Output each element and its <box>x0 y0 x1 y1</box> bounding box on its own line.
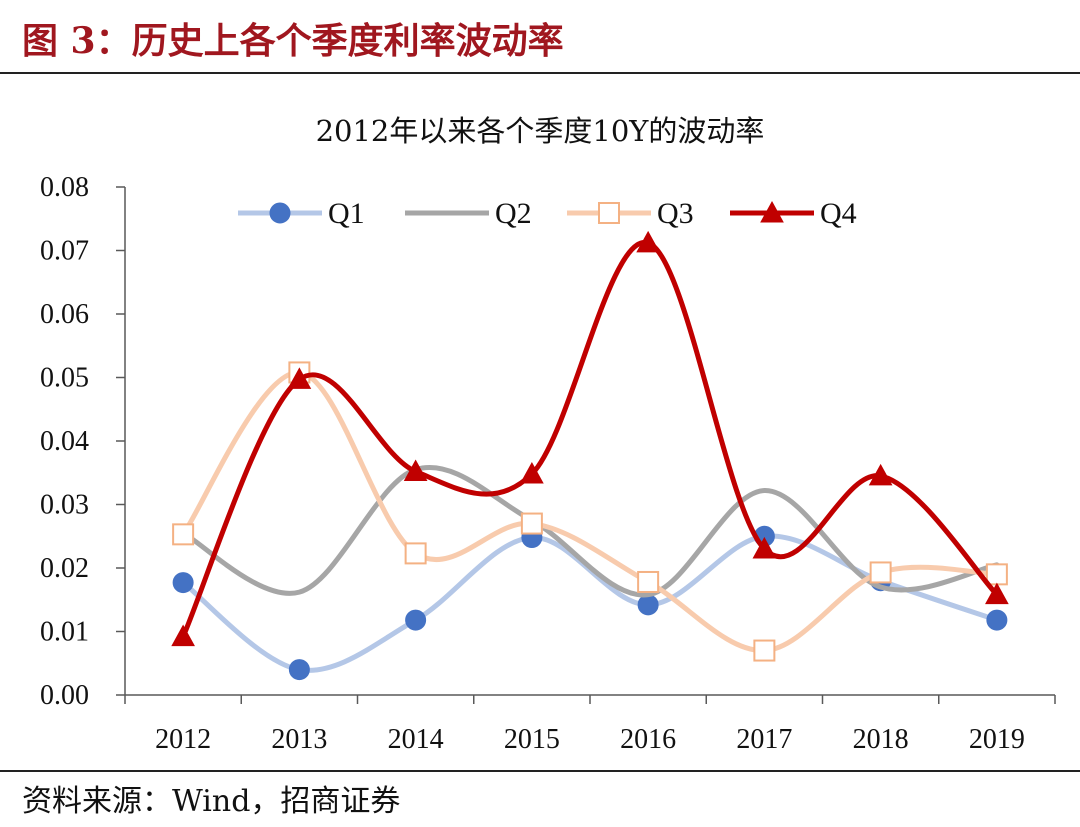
data-point-q3 <box>637 570 660 593</box>
x-tick-label: 2015 <box>504 724 560 755</box>
data-point-q4 <box>636 230 660 253</box>
series-line-q3 <box>180 369 1000 654</box>
legend-swatch-marker <box>760 200 784 223</box>
y-tick-label: 0.06 <box>40 299 89 330</box>
data-point-q4 <box>287 367 312 389</box>
data-point-q4 <box>171 624 195 647</box>
data-point-q3 <box>172 523 195 546</box>
legend-item-q2: Q2 <box>405 197 532 230</box>
series-q4 <box>171 230 1009 647</box>
series-q3 <box>172 361 1008 662</box>
x-tick-label: 2014 <box>388 724 444 755</box>
data-point-q4 <box>868 463 893 486</box>
y-tick-label: 0.04 <box>40 426 89 457</box>
data-point-q3 <box>985 563 1008 586</box>
y-tick-label: 0.07 <box>40 236 89 267</box>
data-point-q3 <box>520 512 543 535</box>
data-point-q3 <box>404 542 427 565</box>
legend-label: Q1 <box>328 197 365 230</box>
y-tick-label: 0.02 <box>40 553 89 584</box>
axes: 0.00 0.01 0.02 0.03 0.04 0.05 0.06 0.07 0.08 2012… <box>40 172 1056 755</box>
y-tick-label: 0.03 <box>40 490 89 521</box>
bottom-rule <box>0 770 1080 772</box>
x-tick-label: 2013 <box>271 724 327 755</box>
data-point-q3 <box>753 639 776 662</box>
series-layer <box>171 230 1009 681</box>
data-point-q4 <box>985 582 1009 605</box>
data-point-q4 <box>752 536 777 559</box>
x-tick-label: 2017 <box>736 724 792 755</box>
y-tick-label: 0.00 <box>40 680 89 711</box>
series-line-q1 <box>180 533 1000 673</box>
legend-label: Q3 <box>657 197 694 230</box>
legend: Q1 Q2 Q3 Q4 <box>238 197 857 230</box>
source-note: 资料来源：Wind，招商证券 <box>22 784 401 819</box>
legend-item-q1: Q1 <box>238 197 365 230</box>
legend-swatch-marker <box>598 202 620 224</box>
data-point-q1 <box>288 659 310 681</box>
x-tick-label: 2012 <box>155 724 211 755</box>
legend-swatch-marker <box>269 202 291 224</box>
data-point-q3 <box>869 561 892 584</box>
legend-item-q3: Q3 <box>567 197 694 230</box>
legend-item-q4: Q4 <box>730 197 857 230</box>
line-chart: 2012年以来各个季度10Y的波动率 0.000.010.020.030.040… <box>40 114 1056 755</box>
data-point-q4 <box>403 459 428 481</box>
x-tick-label: 2018 <box>853 724 909 755</box>
y-tick-label: 0.08 <box>40 172 89 203</box>
series-line-q2 <box>180 465 1000 598</box>
data-point-q1 <box>405 609 427 631</box>
x-tick-label: 2019 <box>969 724 1025 755</box>
legend-label: Q4 <box>820 197 857 230</box>
data-point-q1 <box>986 609 1008 631</box>
data-point-q1 <box>637 594 659 616</box>
y-tick-label: 0.01 <box>40 617 89 648</box>
top-rule <box>0 72 1080 74</box>
data-point-q4 <box>520 461 544 484</box>
figure-title: 图 3：历史上各个季度利率波动率 <box>22 20 564 62</box>
data-point-q1 <box>172 572 194 594</box>
series-q2 <box>180 465 1000 598</box>
legend-label: Q2 <box>495 197 532 230</box>
x-tick-label: 2016 <box>620 724 676 755</box>
y-tick-label: 0.05 <box>40 363 89 394</box>
chart-title: 2012年以来各个季度10Y的波动率 <box>316 114 765 148</box>
